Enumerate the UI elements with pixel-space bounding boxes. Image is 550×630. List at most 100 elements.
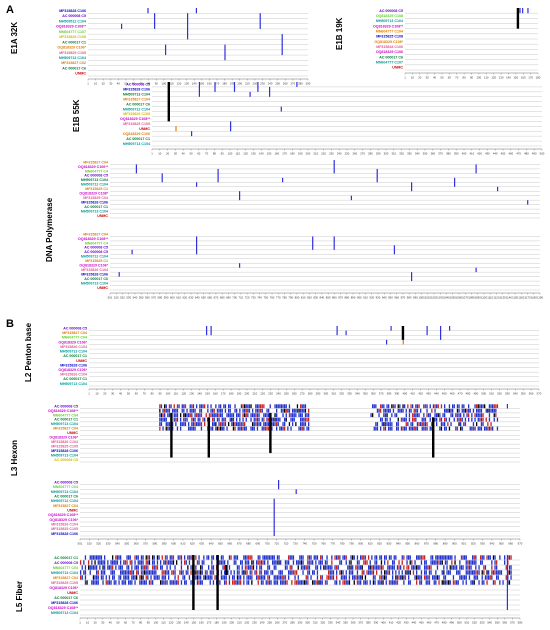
- sequence-label: AC 000017 C1: [84, 205, 108, 209]
- variant-cell: [444, 417, 446, 422]
- variant-cell: [435, 560, 437, 565]
- variant-cell: [488, 408, 491, 413]
- axis-tick-label: 680: [246, 542, 251, 546]
- axis-tick-label: 290: [316, 392, 321, 396]
- variant-cell: [364, 580, 367, 585]
- variant-cell: [496, 404, 499, 409]
- sequence-label: AC 000008 C5: [54, 458, 78, 462]
- variant-cell: [302, 570, 304, 575]
- axis-tick-label: 1140: [506, 296, 512, 300]
- variant-mark: [449, 326, 451, 331]
- axis-tick-label: 660: [227, 542, 232, 546]
- axis-tick-label: 730: [251, 296, 256, 300]
- variant-cell: [300, 408, 302, 413]
- variant-cell: [308, 413, 310, 418]
- variant-cell: [235, 560, 237, 565]
- variant-cell: [394, 404, 396, 409]
- sequence-label: MN604777 C04: [53, 413, 78, 417]
- variant-cell: [358, 575, 360, 580]
- variant-cell: [427, 565, 429, 570]
- variant-cell: [244, 426, 246, 431]
- variant-cell: [391, 426, 393, 431]
- variant-cell: [176, 404, 179, 409]
- variant-cell: [310, 575, 312, 580]
- variant-cell: [124, 580, 127, 585]
- variant-cell: [434, 404, 436, 409]
- variant-cell: [412, 422, 414, 427]
- variant-cell: [386, 408, 388, 413]
- sequence-label: MH509712 C104: [81, 183, 108, 187]
- variant-cell: [256, 404, 259, 409]
- variant-cell: [408, 555, 410, 560]
- axis-tick-label: 900: [357, 296, 362, 300]
- variant-cell: [490, 404, 492, 409]
- variant-cell: [113, 575, 115, 580]
- axis-tick-label: 250: [345, 152, 350, 156]
- variant-cell: [454, 555, 456, 560]
- axis-tick-label: 500: [540, 152, 545, 156]
- variant-cell: [152, 560, 154, 565]
- variant-cell: [411, 565, 413, 570]
- axis-tick-label: 210: [237, 621, 242, 625]
- variant-cell: [442, 422, 444, 427]
- variant-cell: [201, 570, 203, 575]
- variant-cell: [361, 565, 363, 570]
- variant-cell: [465, 575, 467, 580]
- variant-cell: [262, 555, 264, 560]
- sequence-label: OQ818329 C108*: [79, 192, 108, 196]
- variant-cell: [89, 555, 91, 560]
- axis-tick-label: 1: [88, 392, 90, 396]
- axis-tick-label: 460: [427, 621, 432, 625]
- variant-cell: [304, 408, 307, 413]
- variant-cell: [392, 408, 395, 413]
- variant-cell: [145, 565, 147, 570]
- variant-cell: [414, 560, 416, 565]
- variant-cell: [336, 575, 338, 580]
- variant-cell: [305, 565, 307, 570]
- variant-mark: [386, 339, 388, 345]
- variant-cell: [110, 570, 112, 575]
- variant-cell: [166, 570, 168, 575]
- variant-cell: [476, 408, 478, 413]
- variant-cell: [209, 570, 211, 575]
- variant-cell: [489, 575, 491, 580]
- sequence-label: MF315825 C108: [59, 35, 86, 39]
- variant-cell: [412, 413, 414, 418]
- variant-mark: [161, 173, 163, 183]
- axis-tick-label: 410: [469, 152, 474, 156]
- variant-block: [401, 326, 405, 340]
- sequence-label: MF315827 C02: [61, 61, 86, 65]
- variant-cell: [451, 565, 453, 570]
- variant-cell: [423, 422, 425, 427]
- variant-cell: [150, 575, 152, 580]
- variant-cell: [253, 417, 255, 422]
- variant-cell: [460, 426, 462, 431]
- variant-cell: [288, 413, 291, 418]
- sequence-label: MF315826 C104: [51, 440, 78, 444]
- variant-cell: [388, 404, 390, 409]
- variant-cell: [91, 580, 93, 585]
- variant-cell: [259, 560, 261, 565]
- variant-cell: [267, 560, 269, 565]
- variant-cell: [388, 580, 391, 585]
- variant-cell: [297, 560, 299, 565]
- variant-cell: [436, 565, 439, 570]
- axis-tick-label: 370: [379, 392, 384, 396]
- variant-cell: [379, 555, 381, 560]
- variant-cell: [434, 413, 436, 418]
- sequence-label: MF315828 C106: [123, 88, 150, 92]
- variant-cell: [288, 555, 290, 560]
- variant-cell: [100, 575, 103, 580]
- variant-cell: [201, 560, 203, 565]
- variant-mark: [345, 330, 347, 336]
- variant-cell: [242, 426, 244, 431]
- variant-cell: [492, 555, 495, 560]
- variant-cell: [500, 570, 503, 575]
- variant-cell: [264, 422, 267, 427]
- axis-tick-label: 80: [139, 621, 143, 625]
- axis-tick-label: 900: [452, 542, 457, 546]
- variant-cell: [450, 422, 452, 427]
- axis-tick-label: 560: [529, 392, 534, 396]
- variant-cell: [246, 570, 248, 575]
- sequence-label: AC 000017 C6: [126, 102, 150, 106]
